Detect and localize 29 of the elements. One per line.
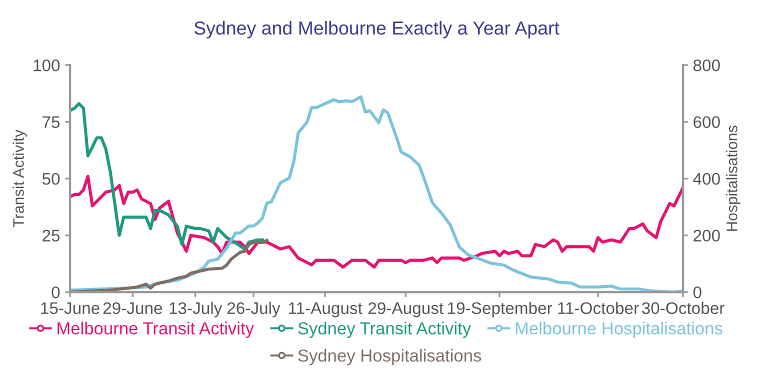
x-tick-label: 30-October [642, 302, 724, 314]
y-tick-label: 0 [52, 286, 60, 298]
x-tick-label: 11-October [558, 302, 639, 314]
y2-axis-title: Hospitalisations [726, 126, 740, 231]
y-tick-label: 75 [42, 116, 60, 128]
y-axis-title: Transit Activity [12, 130, 27, 228]
x-tick-label: 26-July [227, 302, 280, 318]
line-series [70, 238, 268, 292]
line-series [70, 174, 684, 269]
legend-label: Melbourne Hospitalisations [516, 322, 722, 338]
x-tick-label: 13-July [170, 302, 222, 318]
x-tick-label: 29-August [368, 302, 444, 318]
y2-tick-label: 200 [694, 230, 720, 242]
legend-label: Sydney Hospitalisations [298, 348, 482, 366]
y2-tick-label: 400 [693, 172, 720, 185]
y2-tick-label: 600 [694, 116, 720, 128]
x-tick-label: 29-June [103, 302, 162, 314]
legend-label: Melbourne Transit Activity [58, 322, 254, 338]
y-tick-label: 100 [34, 59, 60, 72]
x-tick-label: 19-September [448, 302, 552, 318]
y-tick-label: 25 [42, 230, 60, 242]
line-series [70, 102, 264, 250]
x-tick-label: 15-June [41, 302, 100, 314]
x-tick-label: 11-August [288, 302, 362, 318]
y-tick-label: 50 [42, 172, 60, 185]
y2-tick-label: 800 [693, 59, 720, 72]
chart-title: Sydney and Melbourne Exactly a Year Apart [194, 20, 560, 38]
legend-label: Sydney Transit Activity [298, 322, 472, 338]
y2-tick-label: 0 [693, 286, 702, 298]
